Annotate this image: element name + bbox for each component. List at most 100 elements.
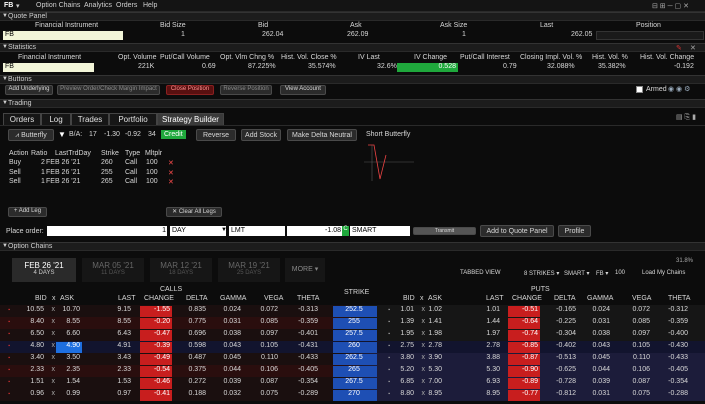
instrument-field[interactable]: FB — [3, 63, 94, 72]
call-bid[interactable]: 10.55 — [26, 306, 44, 313]
chevron-down-icon[interactable]: ▾ — [16, 3, 20, 10]
tif-select[interactable]: DAY — [170, 226, 226, 236]
add-stock-button[interactable]: Add Stock — [241, 129, 281, 141]
route-select[interactable]: SMART — [350, 226, 410, 236]
call-bid[interactable]: 6.50 — [30, 330, 44, 337]
call-ask[interactable]: 0.99 — [66, 390, 80, 397]
call-ask[interactable]: 1.54 — [66, 378, 80, 385]
pin-icon[interactable]: ✎ — [676, 45, 682, 52]
expiry-tab-1[interactable]: MAR 05 '21 11 DAYS — [82, 258, 144, 282]
put-bid[interactable]: 2.75 — [400, 342, 414, 349]
put-bid[interactable]: 8.80 — [400, 390, 414, 397]
exchange-selector[interactable]: SMART ▾ — [564, 271, 590, 277]
expiry-tab-3[interactable]: MAR 19 '21 25 DAYS — [218, 258, 280, 282]
put-bid[interactable]: 6.85 — [400, 378, 414, 385]
menu-orders[interactable]: Orders — [116, 2, 138, 9]
quantity-field[interactable]: 1 — [162, 227, 166, 234]
reverse-button[interactable]: Reverse — [196, 129, 236, 141]
put-ask[interactable]: 3.90 — [428, 354, 442, 361]
menu-analytics[interactable]: Analytics — [84, 2, 113, 9]
ask-value[interactable]: 262.09 — [347, 31, 369, 38]
reverse-position-button[interactable]: Reverse Position — [220, 85, 272, 95]
put-bid[interactable]: 1.95 — [400, 330, 414, 337]
call-bid[interactable]: 1.51 — [30, 378, 44, 385]
put-bid[interactable]: 3.80 — [400, 354, 414, 361]
expiry-tab-0[interactable]: FEB 26 '21 4 DAYS — [12, 258, 76, 282]
call-bid[interactable]: 8.40 — [30, 318, 44, 325]
option-chains-header[interactable]: ▼ Option Chains — [0, 242, 705, 251]
tab-orders[interactable]: Orders — [3, 113, 41, 125]
more-expiries-button[interactable]: MORE ▾ — [285, 258, 325, 282]
put-ask[interactable]: 1.02 — [428, 306, 442, 313]
quote-row[interactable]: FB 1 262.04 262.09 1 262.05 — [0, 31, 705, 41]
collapse-icon[interactable]: ▼ — [2, 13, 8, 19]
call-ask[interactable]: 10.70 — [62, 306, 80, 313]
collapse-icon[interactable]: ▼ — [2, 100, 8, 106]
stats-row[interactable]: FB 221K 0.69 87.225% 35.574% 32.6% 0.528… — [0, 63, 705, 73]
call-bid[interactable]: 0.96 — [30, 390, 44, 397]
call-bid[interactable]: 4.80 — [30, 342, 44, 349]
buttons-header[interactable]: ▼ Buttons — [0, 75, 705, 84]
collapse-icon[interactable]: ▼ — [2, 76, 8, 82]
put-ask[interactable]: 7.00 — [428, 378, 442, 385]
menu-help[interactable]: Help — [143, 2, 158, 9]
add-underlying-button[interactable]: Add Underlying — [5, 85, 53, 95]
tab-portfolio[interactable]: Portfolio — [109, 113, 157, 125]
symbol-selector[interactable]: FB ▾ — [596, 271, 609, 277]
strategy-selector[interactable]: ⩘ Butterfly — [8, 129, 54, 141]
add-to-quote-panel-button[interactable]: Add to Quote Panel — [480, 225, 554, 237]
put-ask[interactable]: 1.98 — [428, 330, 442, 337]
armed-checkbox[interactable] — [636, 86, 643, 93]
call-ask[interactable]: 8.55 — [66, 318, 80, 325]
put-ask[interactable]: 2.78 — [428, 342, 442, 349]
tab-log[interactable]: Log — [41, 113, 71, 125]
remove-leg-icon[interactable]: ✕ — [168, 169, 174, 177]
tab-strategy-builder[interactable]: Strategy Builder — [157, 113, 224, 125]
leg-row[interactable]: Buy 2 FEB 26 '21 260 Call 100 ✕ — [0, 159, 200, 168]
load-my-chains-button[interactable]: Load My Chains — [642, 270, 686, 276]
bid-value[interactable]: 262.04 — [262, 31, 284, 38]
put-bid[interactable]: 1.01 — [400, 306, 414, 313]
trading-header[interactable]: ▼ Trading — [0, 99, 705, 108]
transmit-button[interactable]: Transmit — [413, 227, 476, 235]
remove-leg-icon[interactable]: ✕ — [168, 179, 174, 186]
put-bid[interactable]: 5.20 — [400, 366, 414, 373]
statistics-header[interactable]: ▼ Statistics ✎ ✕ — [0, 43, 705, 52]
profile-button[interactable]: Profile — [558, 225, 591, 237]
call-ask[interactable]: 4.90 — [56, 342, 82, 353]
dropdown-icon[interactable]: ▼ — [58, 130, 66, 139]
collapse-icon[interactable]: ▼ — [2, 243, 8, 249]
close-icon[interactable]: ✕ — [690, 45, 696, 52]
leg-row[interactable]: Sell 1 FEB 26 '21 255 Call 100 ✕ — [0, 169, 200, 178]
put-ask[interactable]: 5.30 — [428, 366, 442, 373]
collapse-icon[interactable]: ▼ — [2, 44, 8, 50]
quote-panel-header[interactable]: ▼ Quote Panel — [0, 12, 705, 21]
leg-row[interactable]: Sell 1 FEB 26 '21 265 Call 100 ✕ — [0, 178, 200, 187]
close-position-button[interactable]: Close Position — [166, 85, 214, 95]
call-ask[interactable]: 6.60 — [66, 330, 80, 337]
instrument-field[interactable]: FB — [3, 31, 123, 40]
delta-neutral-button[interactable]: Make Delta Neutral — [287, 129, 357, 141]
call-ask[interactable]: 2.35 — [66, 366, 80, 373]
put-ask[interactable]: 1.41 — [428, 318, 442, 325]
preview-order-button[interactable]: Preview Order/Check Margin Impact — [57, 85, 160, 95]
chevron-down-icon[interactable]: ▼ — [221, 227, 227, 233]
toolbar-icons[interactable]: ▤ ⎘ ▮ — [676, 114, 696, 121]
order-empty-field[interactable] — [47, 226, 167, 236]
put-ask[interactable]: 8.95 — [428, 390, 442, 397]
window-controls[interactable]: ⊟ ⊞ ─ ▢ ✕ — [652, 3, 689, 10]
call-bid[interactable]: 2.33 — [30, 366, 44, 373]
tab-trades[interactable]: Trades — [71, 113, 109, 125]
menu-option-chains[interactable]: Option Chains — [36, 2, 81, 9]
order-type-select[interactable]: LMT — [229, 226, 285, 236]
expiry-tab-2[interactable]: MAR 12 '21 18 DAYS — [150, 258, 212, 282]
view-account-button[interactable]: View Account — [280, 85, 326, 95]
clear-legs-button[interactable]: ✕ Clear All Legs — [166, 207, 222, 217]
remove-leg-icon[interactable]: ✕ — [168, 160, 174, 167]
call-ask[interactable]: 3.50 — [66, 354, 80, 361]
put-bid[interactable]: 1.39 — [400, 318, 414, 325]
price-field[interactable]: -1.08 — [287, 226, 343, 236]
call-bid[interactable]: 3.40 — [30, 354, 44, 361]
strikes-selector[interactable]: 8 STRIKES ▾ — [524, 271, 560, 277]
add-leg-button[interactable]: + Add Leg — [8, 207, 47, 217]
